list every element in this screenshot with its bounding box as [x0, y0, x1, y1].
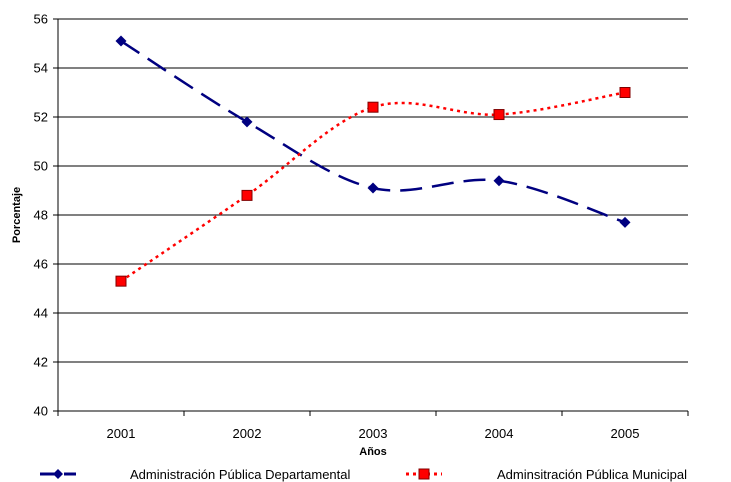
data-point-departamental [493, 175, 505, 187]
data-point-municipal [367, 101, 379, 113]
y-tick-label: 52 [34, 110, 48, 125]
y-tick-label: 40 [34, 404, 48, 419]
y-tick-label: 44 [34, 306, 48, 321]
data-point-municipal [115, 275, 127, 287]
y-tick-label: 48 [34, 208, 48, 223]
legend: Administración Pública Departamental Adm… [40, 467, 687, 482]
data-point-departamental [367, 182, 379, 194]
series-lines [120, 39, 626, 283]
y-tick-label: 54 [34, 61, 48, 76]
legend-label-municipal: Adminsitración Pública Municipal [497, 467, 687, 482]
y-tick-label: 50 [34, 159, 48, 174]
x-axis-ticks: 2001 2002 2003 2004 2005 [57, 411, 689, 441]
legend-item-departamental: Administración Pública Departamental [40, 467, 350, 482]
y-axis-title: Porcentaje [11, 187, 23, 243]
data-point-departamental [619, 216, 631, 228]
x-tick-label: 2001 [107, 426, 136, 441]
x-tick-label: 2004 [485, 426, 514, 441]
y-tick-label: 42 [34, 355, 48, 370]
legend-item-municipal: Adminsitración Pública Municipal [406, 467, 687, 482]
legend-label-departamental: Administración Pública Departamental [130, 467, 350, 482]
data-point-municipal [619, 87, 631, 98]
data-point-departamental [115, 35, 127, 47]
x-tick-label: 2002 [233, 426, 262, 441]
x-tick-label: 2005 [611, 426, 640, 441]
legend-marker-municipal [418, 468, 430, 480]
legend-marker-departamental [53, 469, 63, 479]
data-point-municipal [241, 189, 253, 201]
data-point-municipal [493, 109, 505, 121]
series-markers [115, 35, 631, 287]
y-axis-ticks: 40 42 44 46 48 50 52 54 56 [34, 12, 58, 419]
x-tick-label: 2003 [359, 426, 388, 441]
x-axis-title: Años [359, 446, 387, 458]
y-tick-label: 46 [34, 257, 48, 272]
y-tick-label: 56 [34, 12, 48, 27]
data-point-departamental [241, 116, 253, 128]
